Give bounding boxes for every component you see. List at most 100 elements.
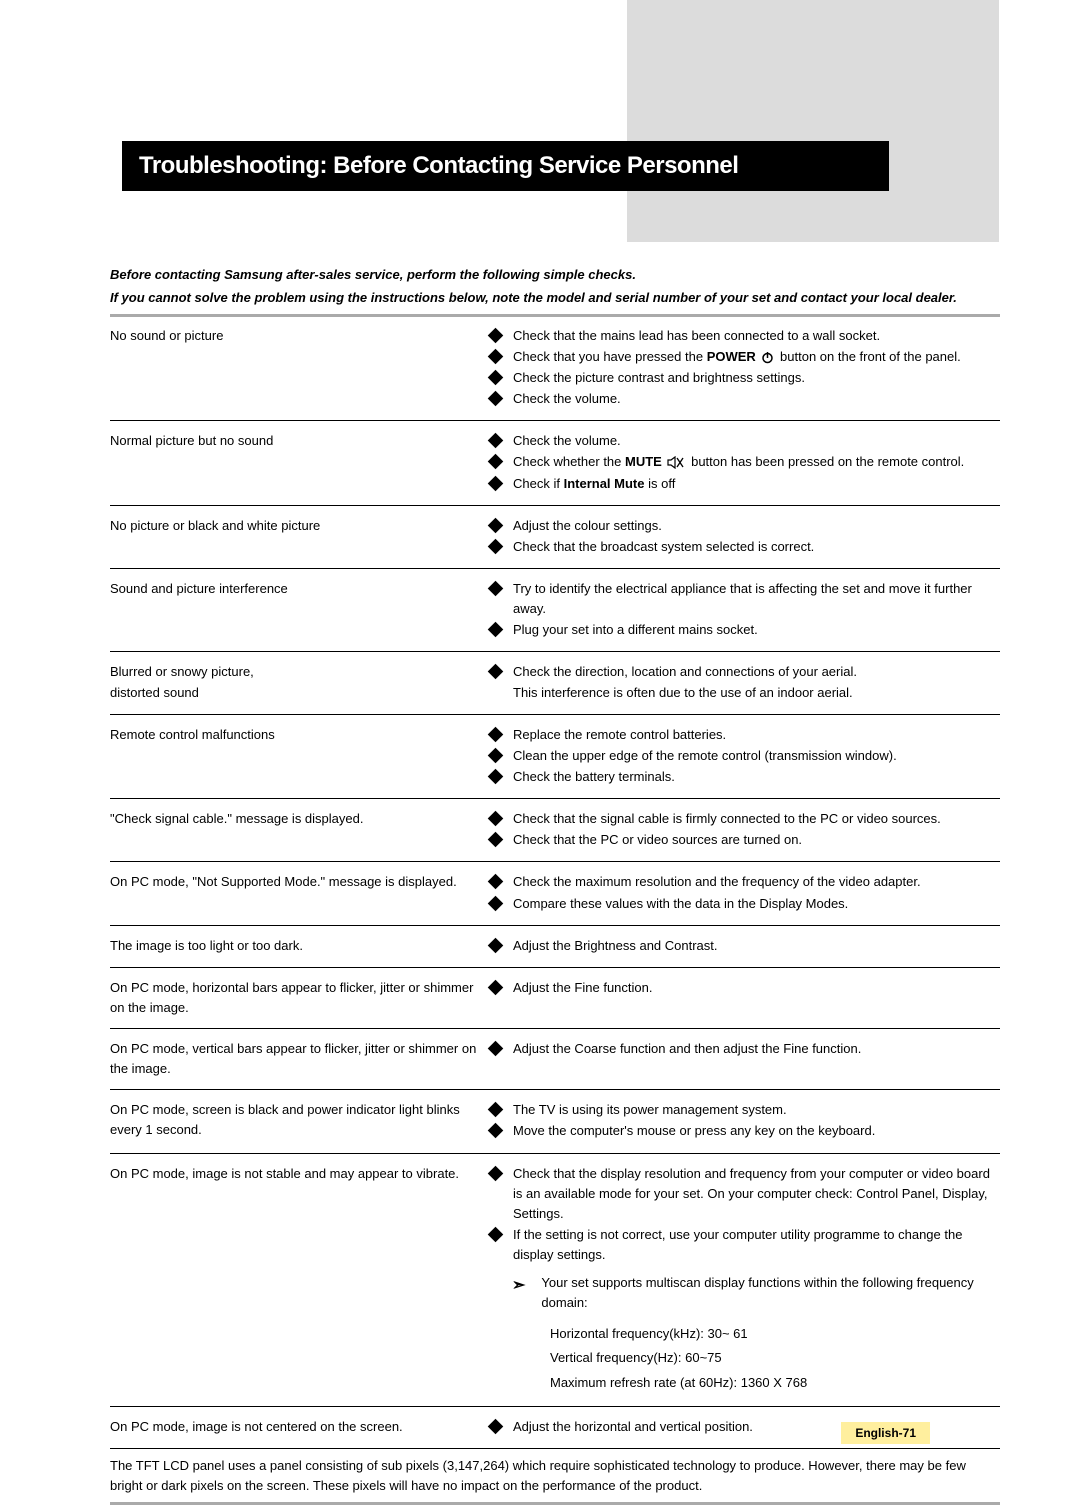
solution-cell: Adjust the Coarse function and then adju… — [490, 1039, 1000, 1079]
row-divider — [110, 861, 1000, 862]
solution-cell: Adjust the Brightness and Contrast. — [490, 936, 1000, 957]
top-rule — [110, 314, 1000, 317]
diamond-bullet-icon — [488, 1165, 504, 1181]
bullet-text: If the setting is not correct, use your … — [513, 1225, 1000, 1265]
row-divider — [110, 505, 1000, 506]
bullet-line: Check that you have pressed the POWER bu… — [490, 347, 1000, 367]
problem-cell: Normal picture but no sound — [110, 431, 490, 494]
solution-cell: Check the volume.Check whether the MUTE … — [490, 431, 1000, 494]
table-row: On PC mode, "Not Supported Mode." messag… — [110, 869, 1000, 917]
bullet-text: Check that you have pressed the POWER bu… — [513, 347, 1000, 367]
table-row: Remote control malfunctionsReplace the r… — [110, 722, 1000, 791]
bullet-text: Check the maximum resolution and the fre… — [513, 872, 1000, 892]
solution-cell: Adjust the Fine function. — [490, 978, 1000, 1018]
table-row: The image is too light or too dark. Adjus… — [110, 933, 1000, 960]
diamond-bullet-icon — [488, 769, 504, 785]
problem-cell: On PC mode, image is not centered on the… — [110, 1417, 490, 1438]
bullet-line: Plug your set into a different mains soc… — [490, 620, 1000, 640]
bullet-line: Check that the signal cable is firmly co… — [490, 809, 1000, 829]
bullet-text: Try to identify the electrical appliance… — [513, 579, 1000, 619]
page-title: Troubleshooting: Before Contacting Servi… — [139, 152, 872, 180]
row-divider — [110, 1406, 1000, 1407]
diamond-bullet-icon — [488, 1102, 504, 1118]
frequency-line: Maximum refresh rate (at 60Hz): 1360 X 7… — [550, 1371, 1000, 1396]
bottom-rule — [110, 1502, 1000, 1505]
title-box: Troubleshooting: Before Contacting Servi… — [122, 141, 889, 191]
diamond-bullet-icon — [488, 327, 504, 343]
table-row: No picture or black and white pictureAdj… — [110, 513, 1000, 561]
row-divider — [110, 798, 1000, 799]
bullet-line: If the setting is not correct, use your … — [490, 1225, 1000, 1265]
troubleshooting-rows: No sound or pictureCheck that the mains … — [110, 323, 1000, 1449]
intro-line-1: Before contacting Samsung after-sales se… — [110, 266, 1000, 285]
table-row: On PC mode, screen is black and power in… — [110, 1097, 1000, 1145]
bullet-text: Check that the PC or video sources are t… — [513, 830, 1000, 850]
arrow-note-line: ➣Your set supports multiscan display fun… — [490, 1273, 1000, 1313]
bullet-line: Adjust the Brightness and Contrast. — [490, 936, 1000, 956]
bullet-text: The TV is using its power management sys… — [513, 1100, 1000, 1120]
problem-cell: On PC mode, "Not Supported Mode." messag… — [110, 872, 490, 914]
problem-cell: Blurred or snowy picture,distorted sound — [110, 662, 490, 703]
bullet-line: Move the computer's mouse or press any k… — [490, 1121, 1000, 1141]
intro-line-2: If you cannot solve the problem using th… — [110, 289, 1000, 308]
bullet-line: Check the direction, location and connec… — [490, 662, 1000, 702]
diamond-bullet-icon — [488, 433, 504, 449]
bullet-text: Check the direction, location and connec… — [513, 662, 1000, 702]
diamond-bullet-icon — [488, 748, 504, 764]
row-divider — [110, 1448, 1000, 1449]
bullet-text: Check if Internal Mute is off — [513, 474, 1000, 494]
solution-cell: Check the maximum resolution and the fre… — [490, 872, 1000, 914]
bullet-line: Check the maximum resolution and the fre… — [490, 872, 1000, 892]
bullet-line: Check the picture contrast and brightnes… — [490, 368, 1000, 388]
diamond-bullet-icon — [488, 517, 504, 533]
bullet-text: Check that the display resolution and fr… — [513, 1164, 1000, 1224]
bullet-text: Check whether the MUTE button has been p… — [513, 452, 1000, 472]
diamond-bullet-icon — [488, 1418, 504, 1434]
row-divider — [110, 714, 1000, 715]
footnote-text: The TFT LCD panel uses a panel consistin… — [110, 1456, 1000, 1496]
problem-cell: No picture or black and white picture — [110, 516, 490, 558]
diamond-bullet-icon — [488, 454, 504, 470]
row-divider — [110, 925, 1000, 926]
diamond-bullet-icon — [488, 349, 504, 365]
frequency-line: Horizontal frequency(kHz): 30~ 61 — [550, 1322, 1000, 1347]
bullet-line: Adjust the Fine function. — [490, 978, 1000, 998]
arrow-icon: ➣ — [512, 1274, 525, 1299]
table-row: On PC mode, image is not stable and may … — [110, 1161, 1000, 1399]
solution-cell: Check that the signal cable is firmly co… — [490, 809, 1000, 851]
row-divider — [110, 651, 1000, 652]
diamond-bullet-icon — [488, 874, 504, 890]
bullet-line: Try to identify the electrical appliance… — [490, 579, 1000, 619]
row-divider — [110, 420, 1000, 421]
bullet-text: Compare these values with the data in th… — [513, 894, 1000, 914]
diamond-bullet-icon — [488, 1227, 504, 1243]
diamond-bullet-icon — [488, 1123, 504, 1139]
table-row: On PC mode, vertical bars appear to flic… — [110, 1036, 1000, 1082]
diamond-bullet-icon — [488, 832, 504, 848]
solution-cell: Try to identify the electrical appliance… — [490, 579, 1000, 641]
table-row: On PC mode, horizontal bars appear to fl… — [110, 975, 1000, 1021]
solution-cell: Check the direction, location and connec… — [490, 662, 1000, 703]
bullet-text: Adjust the Fine function. — [513, 978, 1000, 998]
diamond-bullet-icon — [488, 475, 504, 491]
bullet-text: Check that the signal cable is firmly co… — [513, 809, 1000, 829]
bullet-line: The TV is using its power management sys… — [490, 1100, 1000, 1120]
diamond-bullet-icon — [488, 581, 504, 597]
problem-cell: The image is too light or too dark. — [110, 936, 490, 957]
frequency-line: Vertical frequency(Hz): 60~75 — [550, 1346, 1000, 1371]
bullet-text: Replace the remote control batteries. — [513, 725, 1000, 745]
diamond-bullet-icon — [488, 664, 504, 680]
bullet-text: Adjust the Brightness and Contrast. — [513, 936, 1000, 956]
diamond-bullet-icon — [488, 370, 504, 386]
bullet-line: Check that the broadcast system selected… — [490, 537, 1000, 557]
solution-cell: Replace the remote control batteries.Cle… — [490, 725, 1000, 788]
bullet-text: Check that the mains lead has been conne… — [513, 326, 1000, 346]
diamond-bullet-icon — [488, 811, 504, 827]
solution-cell: Adjust the colour settings.Check that th… — [490, 516, 1000, 558]
solution-cell: Check that the display resolution and fr… — [490, 1164, 1000, 1396]
bullet-text: Check that the broadcast system selected… — [513, 537, 1000, 557]
bullet-line: Compare these values with the data in th… — [490, 894, 1000, 914]
bullet-line: Check whether the MUTE button has been p… — [490, 452, 1000, 472]
bullet-text: Adjust the colour settings. — [513, 516, 1000, 536]
bullet-line: Check that the mains lead has been conne… — [490, 326, 1000, 346]
